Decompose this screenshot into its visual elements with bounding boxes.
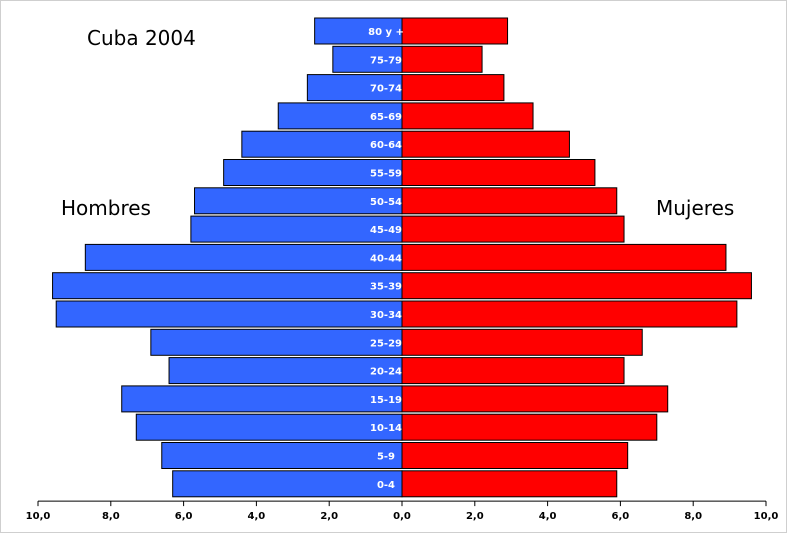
bar-mujeres-5 bbox=[401, 159, 596, 186]
bars-group bbox=[52, 17, 752, 498]
age-label-4: 60-64 bbox=[370, 140, 402, 151]
age-label-14: 10-14 bbox=[370, 423, 402, 434]
bar-mujeres-6 bbox=[401, 187, 618, 215]
x-tick-label-0: 10,0 bbox=[26, 511, 51, 522]
x-tick-label-10: 10,0 bbox=[754, 511, 779, 522]
bar-hombres-0 bbox=[314, 17, 403, 45]
age-label-7: 45-49 bbox=[370, 225, 402, 236]
bar-hombres-10 bbox=[55, 300, 403, 328]
bar-hombres-11 bbox=[150, 328, 403, 356]
bar-mujeres-16 bbox=[401, 470, 618, 498]
chart-title: Cuba 2004 bbox=[87, 26, 196, 50]
age-label-1: 75-79 bbox=[370, 55, 402, 66]
bar-hombres-6 bbox=[194, 187, 403, 215]
bar-hombres-9 bbox=[52, 272, 403, 300]
bar-hombres-1 bbox=[332, 45, 403, 73]
bar-mujeres-12 bbox=[401, 357, 625, 385]
bar-mujeres-7 bbox=[401, 215, 625, 243]
x-tick-label-5: 0,0 bbox=[393, 511, 411, 522]
x-tick-label-4: 2,0 bbox=[320, 511, 338, 522]
bar-hombres-7 bbox=[190, 215, 403, 243]
bar-mujeres-3 bbox=[401, 102, 534, 130]
bar-mujeres-10 bbox=[401, 300, 738, 328]
x-tick-label-8: 6,0 bbox=[612, 511, 630, 522]
bar-hombres-5 bbox=[223, 159, 403, 186]
bar-mujeres-0 bbox=[401, 17, 509, 45]
x-tick-label-7: 4,0 bbox=[539, 511, 557, 522]
bar-hombres-4 bbox=[241, 130, 403, 158]
legend-mujeres: Mujeres bbox=[656, 196, 734, 220]
bar-hombres-12 bbox=[168, 357, 403, 385]
age-label-8: 40-44 bbox=[370, 253, 402, 264]
bar-hombres-16 bbox=[172, 470, 403, 498]
age-label-9: 35-39 bbox=[370, 282, 402, 293]
bar-mujeres-2 bbox=[401, 74, 505, 102]
bar-mujeres-1 bbox=[401, 45, 483, 73]
age-label-3: 65-69 bbox=[370, 112, 402, 123]
age-label-2: 70-74 bbox=[370, 84, 402, 95]
bar-hombres-15 bbox=[161, 442, 403, 469]
bar-hombres-2 bbox=[306, 74, 403, 102]
age-label-10: 30-34 bbox=[370, 310, 402, 321]
x-tick-label-6: 2,0 bbox=[466, 511, 484, 522]
bar-mujeres-4 bbox=[401, 130, 570, 158]
age-labels-group: 80 y + 75-79 70-74 65-69 60-64 55-59 50-54 45-4… bbox=[368, 27, 404, 491]
age-label-12: 20-24 bbox=[370, 367, 402, 378]
bar-hombres-14 bbox=[135, 413, 403, 441]
bar-hombres-8 bbox=[84, 243, 403, 271]
x-ticks-group: 10,0 8,0 6,0 4,0 2,0 0,0 2,0 4,0 6,0 8,0 10,0 bbox=[26, 501, 779, 522]
age-label-16: 0-4 bbox=[377, 480, 395, 491]
x-tick-label-2: 6,0 bbox=[175, 511, 193, 522]
x-tick-label-9: 8,0 bbox=[684, 511, 702, 522]
age-label-15: 5-9 bbox=[377, 452, 395, 463]
bar-mujeres-13 bbox=[401, 385, 669, 413]
bar-mujeres-9 bbox=[401, 272, 752, 300]
x-tick-label-3: 4,0 bbox=[248, 511, 266, 522]
bar-mujeres-8 bbox=[401, 243, 727, 271]
bar-mujeres-15 bbox=[401, 442, 629, 469]
age-label-5: 55-59 bbox=[370, 169, 402, 180]
age-label-11: 25-29 bbox=[370, 338, 402, 349]
age-label-13: 15-19 bbox=[370, 395, 402, 406]
x-tick-label-1: 8,0 bbox=[102, 511, 120, 522]
bar-mujeres-11 bbox=[401, 328, 643, 356]
age-label-6: 50-54 bbox=[370, 197, 402, 208]
age-label-0: 80 y + bbox=[368, 27, 404, 38]
bar-mujeres-14 bbox=[401, 413, 658, 441]
legend-hombres: Hombres bbox=[61, 196, 151, 220]
bar-hombres-13 bbox=[121, 385, 403, 413]
